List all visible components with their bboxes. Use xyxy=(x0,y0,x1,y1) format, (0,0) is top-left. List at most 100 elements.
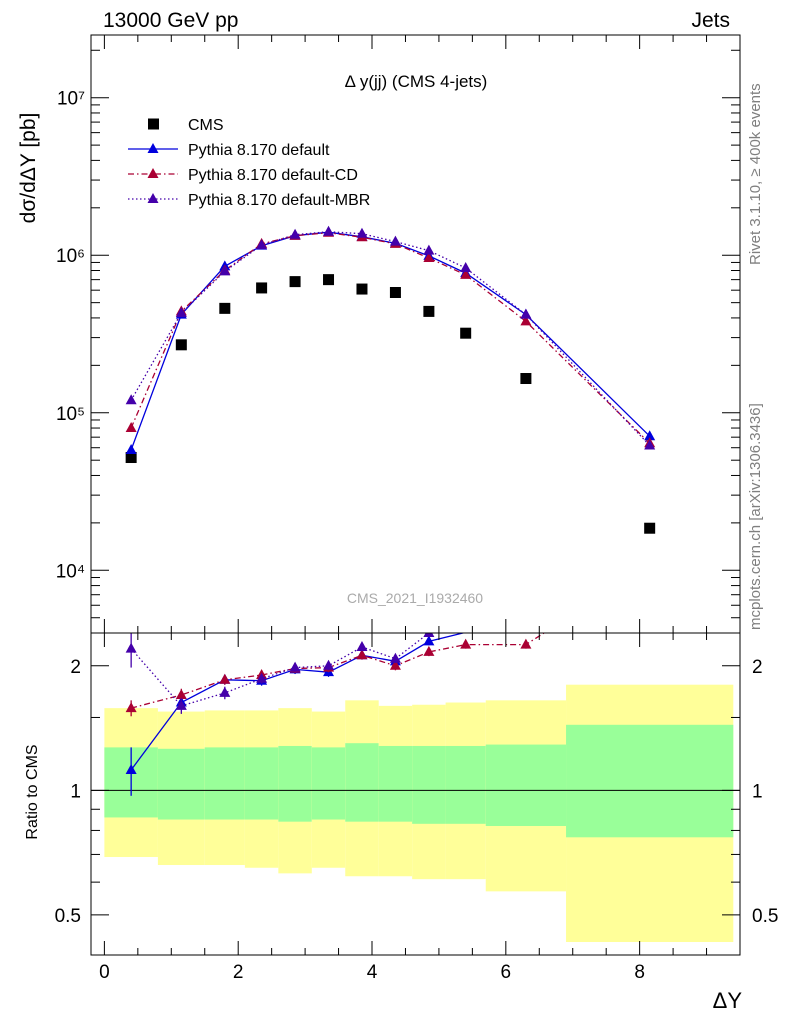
legend-marker-mbr xyxy=(147,193,159,203)
point-cms-2 xyxy=(219,302,231,314)
x-tick-label: 6 xyxy=(501,962,512,983)
ratio-band-inner-1 xyxy=(157,748,205,820)
legend-label-cd: Pythia 8.170 default-CD xyxy=(188,167,358,184)
ratio-band-inner-2 xyxy=(204,747,245,820)
ratio-point-mbr-5 xyxy=(323,659,335,670)
ratio-point-mbr-1 xyxy=(175,699,187,710)
ratio-y-axis-label: Ratio to CMS xyxy=(24,744,41,839)
ratio-point-mbr-8 xyxy=(423,633,435,637)
header-process-label: 13000 GeV pp xyxy=(103,9,239,32)
ratio-band-inner-3 xyxy=(244,747,279,820)
x-tick-label: 8 xyxy=(634,962,645,983)
header-category-label: Jets xyxy=(691,9,730,32)
mcplots-reference-label: mcplots.cern.ch [arXiv:1306.3436] xyxy=(747,403,764,630)
point-cms-10 xyxy=(520,373,532,385)
point-cms-7 xyxy=(389,286,401,298)
point-mbr-3 xyxy=(256,239,268,250)
point-default-0 xyxy=(125,444,137,455)
point-mbr-9 xyxy=(460,261,472,272)
point-mbr-0 xyxy=(125,394,137,405)
analysis-watermark: CMS_2021_I1932460 xyxy=(347,590,483,606)
y-tick-label: 10⁶ xyxy=(56,246,85,267)
ratio-point-default-0 xyxy=(125,763,137,774)
ratio-band-inner-11 xyxy=(566,724,734,838)
ratio-point-mbr-7 xyxy=(389,652,401,663)
rivet-version-label: Rivet 3.1.10, ≥ 400k events xyxy=(747,83,764,265)
ratio-point-cd-7 xyxy=(389,659,401,670)
y-tick-label: 10⁷ xyxy=(57,89,85,110)
point-mbr-7 xyxy=(389,235,401,246)
series-line-cd xyxy=(130,232,651,444)
series-line-default xyxy=(130,231,651,451)
point-mbr-1 xyxy=(175,306,187,317)
ratio-point-cd-0 xyxy=(125,702,137,713)
ratio-point-cd-8 xyxy=(423,645,435,656)
ratio-band-inner-6 xyxy=(345,743,379,822)
ratio-point-mbr-4 xyxy=(289,661,301,672)
point-cms-6 xyxy=(356,283,368,295)
ratio-line-mbr xyxy=(130,633,431,707)
point-cms-0 xyxy=(125,452,137,464)
ratio-y-tick-label-right: 0.5 xyxy=(752,906,778,927)
ratio-point-mbr-3 xyxy=(256,672,268,683)
chart-title: Δ y(jj) (CMS 4-jets) xyxy=(345,72,488,91)
point-cms-11 xyxy=(644,522,656,534)
point-cms-9 xyxy=(460,327,472,339)
point-cd-8 xyxy=(423,252,435,263)
point-mbr-5 xyxy=(323,225,335,236)
x-tick-label: 2 xyxy=(233,962,244,983)
ratio-y-tick-label-right: 1 xyxy=(752,781,763,802)
point-mbr-11 xyxy=(644,439,656,450)
point-cms-5 xyxy=(323,274,335,286)
series-line-mbr xyxy=(130,231,651,446)
ratio-point-default-8 xyxy=(423,635,435,646)
point-default-11 xyxy=(644,430,656,441)
ratio-point-cd-9 xyxy=(460,638,472,649)
ratio-panel-frame xyxy=(90,632,741,956)
legend-label-default: Pythia 8.170 default xyxy=(188,142,330,159)
point-mbr-6 xyxy=(356,227,368,238)
point-cms-3 xyxy=(256,282,268,294)
ratio-band-inner-4 xyxy=(278,745,312,822)
ratio-y-tick-label-right: 2 xyxy=(752,657,763,678)
x-tick-label: 4 xyxy=(367,962,378,983)
ratio-y-tick-label-left: 0.5 xyxy=(55,906,81,927)
point-cd-9 xyxy=(460,268,472,279)
point-cd-0 xyxy=(125,422,137,433)
point-mbr-4 xyxy=(289,228,301,239)
ratio-point-cd-6 xyxy=(356,649,368,660)
ratio-line-cd xyxy=(130,633,546,709)
point-mbr-10 xyxy=(520,308,532,319)
legend-label-mbr: Pythia 8.170 default-MBR xyxy=(188,192,370,209)
legend-label-cms: CMS xyxy=(188,117,224,134)
ratio-point-cd-10 xyxy=(520,638,532,649)
point-cd-10 xyxy=(520,315,532,326)
ratio-y-tick-label-left: 2 xyxy=(70,657,81,678)
ratio-band-inner-5 xyxy=(311,747,346,820)
ratio-band-inner-9 xyxy=(445,745,486,824)
y-tick-label: 10⁴ xyxy=(56,561,85,582)
ratio-point-mbr-0 xyxy=(125,642,137,653)
y-axis-label: dσ/dΔY [pb] xyxy=(17,113,40,224)
point-cms-1 xyxy=(175,339,187,351)
point-mbr-8 xyxy=(423,244,435,255)
point-cms-8 xyxy=(423,305,435,317)
y-tick-label: 10⁵ xyxy=(56,404,85,425)
ratio-point-mbr-2 xyxy=(219,686,231,697)
ratio-band-inner-7 xyxy=(378,745,413,822)
point-mbr-2 xyxy=(219,265,231,276)
legend-marker-cms xyxy=(148,118,159,130)
x-axis-label: ΔY xyxy=(713,988,743,1013)
ratio-point-cd-1 xyxy=(175,688,187,699)
ratio-point-mbr-6 xyxy=(356,641,368,652)
legend-marker-cd xyxy=(147,168,159,178)
ratio-point-cd-2 xyxy=(219,673,231,684)
x-tick-label: 0 xyxy=(99,962,110,983)
point-cms-4 xyxy=(289,276,301,288)
ratio-y-tick-label-left: 1 xyxy=(70,781,81,802)
legend-marker-default xyxy=(147,143,159,153)
ratio-line-default xyxy=(130,633,466,771)
ratio-band-inner-8 xyxy=(412,745,446,824)
ratio-band-inner-10 xyxy=(485,744,567,826)
